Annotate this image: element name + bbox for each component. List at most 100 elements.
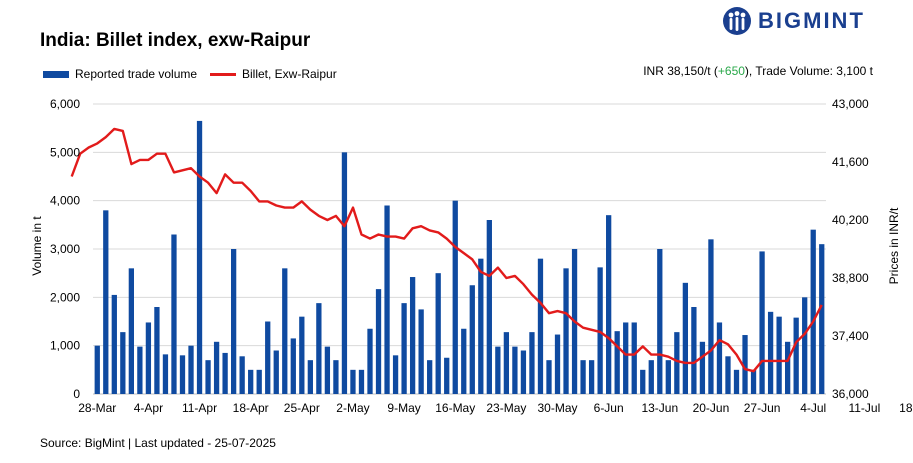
volume-bar: [120, 332, 126, 394]
volume-bar: [614, 331, 620, 394]
volume-bar: [631, 322, 637, 394]
volume-bars: [94, 120, 825, 395]
volume-bar: [307, 360, 313, 394]
volume-bar: [776, 316, 782, 394]
x-axis-ticks: 28-Mar 4-Apr 11-Apr 18-Apr 25-Apr 2-May 9-May 1…: [78, 401, 913, 415]
volume-bar: [699, 341, 706, 394]
volume-bar: [461, 328, 467, 394]
volume-bar: [495, 346, 501, 394]
right-axis-ticks: 36,000 37,400 38,800 40,200 41,600 43,000: [832, 97, 869, 401]
price-line: [70, 127, 823, 373]
volume-bar: [103, 210, 109, 394]
volume-bar: [409, 277, 416, 394]
volume-bar: [154, 307, 160, 394]
volume-bar: [810, 229, 816, 394]
volume-bar: [384, 205, 390, 394]
volume-bar: [529, 332, 535, 394]
volume-bar: [265, 321, 271, 394]
volume-bar: [375, 289, 382, 394]
y2-tick-label: 43,000: [832, 97, 869, 111]
volume-bar: [520, 350, 527, 394]
x-tick-label: 18-Apr: [233, 401, 269, 415]
volume-bar: [665, 360, 671, 394]
volume-bar: [657, 249, 663, 394]
volume-bar: [299, 316, 305, 394]
left-axis-ticks: 0 1,000 2,000 3,000 4,000 5,000 6,000: [50, 97, 80, 401]
volume-bar: [333, 360, 339, 394]
volume-bar: [580, 360, 586, 394]
volume-bar: [716, 322, 723, 394]
volume-bar: [205, 360, 211, 394]
summary-suffix: ), Trade Volume: 3,100 t: [744, 64, 873, 78]
volume-bar: [546, 360, 552, 394]
volume-bar: [94, 345, 100, 394]
y2-tick-label: 37,400: [832, 329, 869, 343]
volume-bar: [239, 356, 245, 394]
volume-bar: [648, 360, 654, 394]
y-tick-label: 4,000: [50, 194, 80, 208]
volume-bar: [819, 244, 825, 394]
volume-bar: [742, 335, 748, 394]
volume-bar: [282, 268, 288, 394]
volume-bar: [128, 268, 134, 394]
volume-bar: [171, 234, 177, 394]
volume-bar: [588, 360, 595, 394]
y2-tick-label: 38,800: [832, 271, 869, 285]
volume-bar: [503, 332, 510, 394]
volume-bar: [682, 282, 689, 394]
volume-bar: [350, 369, 356, 394]
volume-bar: [623, 322, 629, 394]
x-tick-label: 23-May: [486, 401, 526, 415]
x-tick-label: 11-Jul: [848, 401, 880, 415]
volume-bar: [137, 346, 143, 394]
volume-bar: [145, 322, 152, 394]
y-tick-label: 6,000: [50, 97, 80, 111]
y2-tick-label: 40,200: [832, 213, 869, 227]
x-tick-label: 20-Jun: [693, 401, 730, 415]
brand-name: BIGMINT: [758, 8, 865, 33]
x-tick-label: 9-May: [387, 401, 420, 415]
volume-bar: [222, 352, 228, 394]
volume-bar: [256, 369, 262, 394]
volume-bar: [486, 220, 492, 394]
x-tick-label: 27-Jun: [744, 401, 781, 415]
legend-label-volume: Reported trade volume: [75, 67, 198, 81]
volume-bar: [759, 251, 765, 394]
volume-bar: [401, 303, 407, 394]
y2-tick-label: 41,600: [832, 155, 869, 169]
volume-bar: [750, 369, 757, 394]
volume-bar: [554, 334, 561, 394]
volume-bar: [733, 369, 740, 394]
x-tick-label: 30-May: [538, 401, 578, 415]
legend-swatch-line: [210, 72, 236, 76]
volume-bar: [230, 249, 237, 394]
source-note: Source: BigMint | Last updated - 25-07-2…: [40, 436, 276, 450]
volume-bar: [316, 303, 322, 394]
volume-bar: [188, 345, 194, 394]
x-tick-label: 13-Jun: [641, 401, 678, 415]
x-tick-label: 28-Mar: [78, 401, 116, 415]
volume-bar: [341, 152, 348, 394]
x-tick-label: 4-Apr: [134, 401, 163, 415]
y-tick-label: 1,000: [50, 339, 80, 353]
y2-tick-label: 36,000: [832, 387, 869, 401]
volume-bar: [196, 120, 203, 395]
volume-bar: [640, 369, 646, 394]
volume-bar: [290, 338, 296, 394]
volume-bar: [111, 294, 117, 394]
volume-bar: [444, 357, 450, 394]
x-tick-label: 16-May: [435, 401, 475, 415]
volume-bar: [674, 332, 680, 394]
volume-bar: [606, 215, 612, 394]
volume-bar: [213, 341, 220, 394]
volume-bar: [392, 355, 399, 394]
x-tick-label: 11-Apr: [182, 401, 217, 415]
legend-item-volume: Reported trade volume: [43, 67, 197, 81]
volume-bar: [708, 239, 714, 394]
x-tick-label: 2-May: [336, 401, 369, 415]
volume-bar: [452, 200, 458, 394]
brand-logo: BIGMINT: [722, 6, 865, 36]
price-change: +650: [717, 64, 745, 78]
volume-bar: [248, 369, 254, 394]
